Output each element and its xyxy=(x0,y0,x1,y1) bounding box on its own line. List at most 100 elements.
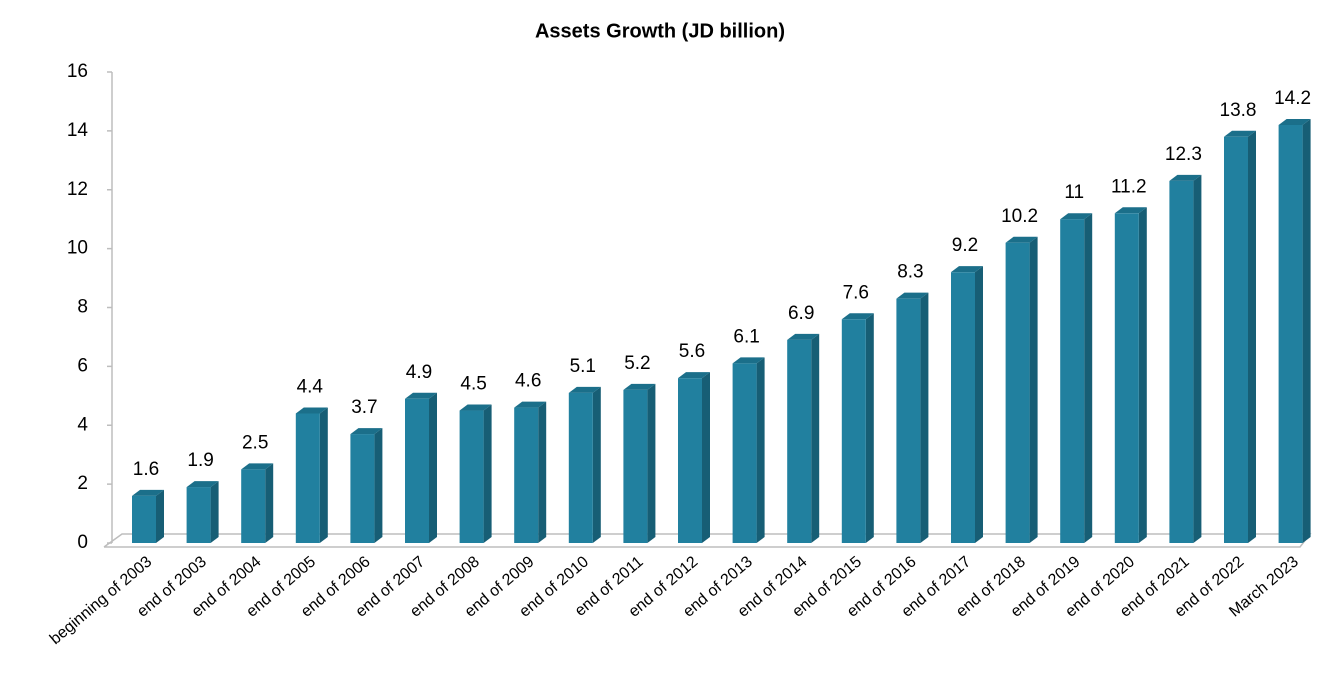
bar-side xyxy=(975,266,983,543)
bar xyxy=(678,378,702,543)
bar-top xyxy=(405,392,437,399)
bar xyxy=(1114,213,1139,544)
data-label: 14.2 xyxy=(1274,88,1311,109)
bar xyxy=(951,272,975,543)
bar-side xyxy=(319,407,328,543)
bar xyxy=(459,410,484,543)
bar-top xyxy=(132,489,164,496)
data-label: 2.5 xyxy=(242,432,268,453)
data-label: 5.2 xyxy=(624,353,650,374)
bar-side xyxy=(756,357,765,543)
bar xyxy=(623,389,648,543)
bar xyxy=(241,469,266,543)
bar-side xyxy=(265,463,274,543)
bar-top xyxy=(241,463,274,470)
bar-side xyxy=(865,313,874,543)
bar xyxy=(514,407,539,543)
y-tick-label: 4 xyxy=(77,414,88,435)
bar-side xyxy=(538,401,547,543)
bar-top xyxy=(1060,213,1093,220)
y-tick-label: 8 xyxy=(77,297,88,318)
data-label: 12.3 xyxy=(1165,144,1202,165)
bar-side xyxy=(592,386,601,543)
bar-top xyxy=(568,386,601,393)
bar-top xyxy=(1169,174,1202,181)
data-label: 4.5 xyxy=(460,374,486,395)
bar-side xyxy=(1138,207,1147,544)
bar xyxy=(295,413,320,543)
data-label: 7.6 xyxy=(843,282,869,303)
bar xyxy=(350,434,375,543)
bar-top xyxy=(459,404,492,411)
bar-side xyxy=(702,372,710,543)
y-tick-label: 16 xyxy=(67,61,88,82)
bar-top xyxy=(1278,118,1311,125)
bar-top xyxy=(295,407,328,414)
data-label: 10.2 xyxy=(1001,206,1038,227)
bar xyxy=(186,487,211,543)
data-label: 5.1 xyxy=(570,356,596,377)
data-label: 6.9 xyxy=(788,303,814,324)
bar-top xyxy=(951,266,983,273)
data-label: 11.2 xyxy=(1111,176,1147,197)
bar-side xyxy=(374,428,383,543)
bar xyxy=(1278,124,1303,544)
bar-side xyxy=(429,392,437,543)
data-label: 4.9 xyxy=(406,362,432,383)
bar-top xyxy=(678,372,710,379)
bar xyxy=(405,398,429,543)
bar xyxy=(787,339,812,543)
bar xyxy=(568,392,593,543)
x-tick-label: beginning of 2003 xyxy=(47,553,155,648)
bar-side xyxy=(920,292,929,543)
bar-side xyxy=(156,489,164,543)
bar-top xyxy=(623,383,656,390)
data-label: 9.2 xyxy=(952,235,978,256)
bar-side xyxy=(1029,236,1038,544)
data-label: 5.6 xyxy=(679,341,705,362)
data-label: 6.1 xyxy=(733,326,759,347)
y-tick-label: 0 xyxy=(77,532,88,553)
data-label: 3.7 xyxy=(351,397,377,418)
bar xyxy=(896,298,921,543)
y-tick-label: 10 xyxy=(67,238,88,259)
bar-side xyxy=(483,404,492,543)
data-label: 8.3 xyxy=(897,262,923,283)
data-label: 4.4 xyxy=(297,376,324,397)
bar xyxy=(1169,180,1194,543)
bar-top xyxy=(896,292,929,299)
bar xyxy=(841,319,866,543)
bar-top xyxy=(1005,236,1038,243)
bar-side xyxy=(811,333,820,543)
bar-top xyxy=(732,357,765,364)
bar-side xyxy=(647,383,656,543)
chart-title: Assets Growth (JD billion) xyxy=(535,20,785,42)
bar-top xyxy=(514,401,547,408)
bar-side xyxy=(1084,213,1093,543)
bar-top xyxy=(350,428,383,435)
data-label: 4.6 xyxy=(515,371,541,392)
y-tick-label: 2 xyxy=(77,473,88,494)
bar-top xyxy=(841,313,874,320)
data-label: 1.9 xyxy=(187,450,213,471)
bar-side xyxy=(1248,130,1256,543)
data-label: 11 xyxy=(1064,182,1084,203)
bar-side xyxy=(210,481,219,543)
bar-top xyxy=(186,481,219,488)
y-tick-label: 12 xyxy=(67,179,88,200)
bar xyxy=(1005,242,1030,544)
data-label: 13.8 xyxy=(1220,100,1257,121)
y-tick-label: 14 xyxy=(67,120,89,141)
data-label: 1.6 xyxy=(133,459,159,480)
bar-top xyxy=(787,333,820,340)
bar-top xyxy=(1224,130,1256,137)
bar-top xyxy=(1114,207,1147,214)
bar xyxy=(1224,136,1248,543)
bar xyxy=(1060,219,1085,543)
bar xyxy=(132,495,156,543)
bar-side xyxy=(1193,174,1202,543)
y-tick-label: 6 xyxy=(77,355,88,376)
bar xyxy=(732,363,757,543)
bar-side xyxy=(1302,118,1311,544)
